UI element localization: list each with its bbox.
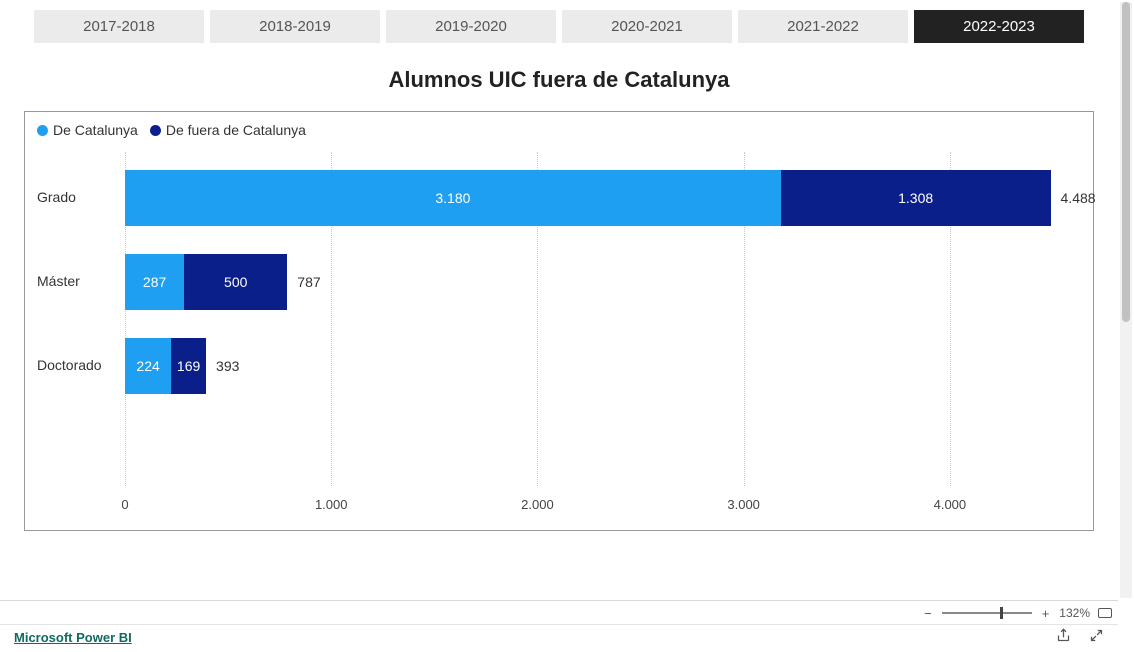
zoom-percent-label: 132% <box>1059 606 1090 620</box>
vertical-scrollbar[interactable] <box>1120 2 1132 598</box>
category-label: Grado <box>37 189 117 205</box>
legend-item[interactable]: De fuera de Catalunya <box>150 122 306 138</box>
year-tab[interactable]: 2022-2023 <box>914 10 1084 43</box>
powerbi-brand-link[interactable]: Microsoft Power BI <box>14 630 132 645</box>
bar-segment[interactable]: 287 <box>125 254 184 310</box>
status-bar: Microsoft Power BI <box>0 624 1118 650</box>
year-tab[interactable]: 2020-2021 <box>562 10 732 43</box>
bar-total-label: 787 <box>297 274 320 290</box>
year-tab[interactable]: 2019-2020 <box>386 10 556 43</box>
legend-item[interactable]: De Catalunya <box>37 122 138 138</box>
footer-separator <box>0 600 1118 601</box>
x-axis-tick-label: 0 <box>121 497 128 512</box>
chart-plot-area: 3.1801.3084.488287500787224169393 <box>125 152 1053 486</box>
scrollbar-thumb[interactable] <box>1122 2 1130 322</box>
bar-segment[interactable]: 500 <box>184 254 287 310</box>
year-tab[interactable]: 2017-2018 <box>34 10 204 43</box>
chart-legend: De Catalunya De fuera de Catalunya <box>37 122 1081 139</box>
legend-label: De Catalunya <box>53 122 138 138</box>
zoom-controls: − + 132% <box>922 604 1112 622</box>
bar-segment[interactable]: 3.180 <box>125 170 781 226</box>
bar-row: 224169 393 <box>125 338 239 394</box>
x-axis-tick-label: 2.000 <box>521 497 554 512</box>
status-bar-actions <box>1056 628 1104 648</box>
bar-segment[interactable]: 169 <box>171 338 206 394</box>
year-tab[interactable]: 2021-2022 <box>738 10 908 43</box>
bar-total-label: 4.488 <box>1061 190 1096 206</box>
year-tabs: 2017-20182018-20192019-20202020-20212021… <box>34 10 1084 43</box>
category-label: Doctorado <box>37 357 117 373</box>
zoom-slider-thumb[interactable] <box>1000 607 1003 619</box>
zoom-out-button[interactable]: − <box>922 606 934 621</box>
bar-row: 3.1801.308 4.488 <box>125 170 1096 226</box>
chart-title: Alumnos UIC fuera de Catalunya <box>24 67 1094 93</box>
bar-total-label: 393 <box>216 358 239 374</box>
zoom-in-button[interactable]: + <box>1040 606 1052 621</box>
category-label: Máster <box>37 273 117 289</box>
report-canvas: 2017-20182018-20192019-20202020-20212021… <box>0 0 1118 600</box>
chart-container: De CatalunyaDe fuera de Catalunya 3.1801… <box>24 111 1094 531</box>
x-axis-tick-label: 1.000 <box>315 497 348 512</box>
x-axis-tick-label: 3.000 <box>727 497 760 512</box>
legend-swatch <box>150 125 161 136</box>
fit-to-page-icon[interactable] <box>1098 608 1112 618</box>
legend-swatch <box>37 125 48 136</box>
legend-label: De fuera de Catalunya <box>166 122 306 138</box>
share-icon[interactable] <box>1056 628 1071 648</box>
year-tab[interactable]: 2018-2019 <box>210 10 380 43</box>
zoom-slider[interactable] <box>942 612 1032 614</box>
bar-row: 287500 787 <box>125 254 321 310</box>
bar-segment[interactable]: 1.308 <box>781 170 1051 226</box>
fullscreen-icon[interactable] <box>1089 628 1104 648</box>
x-axis-tick-label: 4.000 <box>934 497 967 512</box>
bar-segment[interactable]: 224 <box>125 338 171 394</box>
